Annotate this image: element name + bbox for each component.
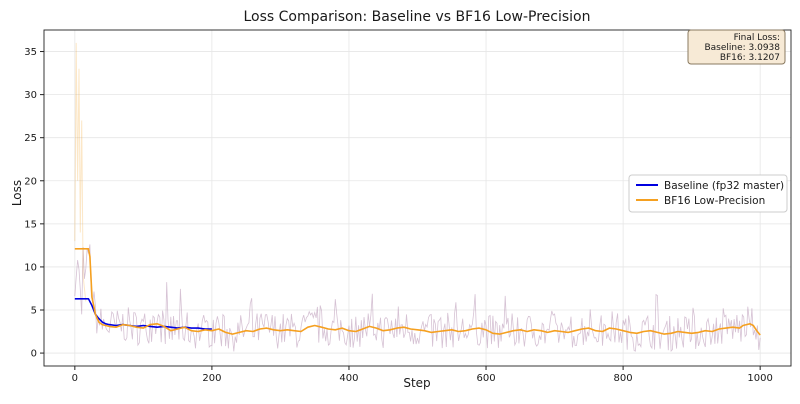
x-tick-label: 0 xyxy=(72,373,78,384)
annotation-box xyxy=(687,29,786,65)
bf16-series-line xyxy=(74,248,761,336)
legend: Baseline (fp32 master) BF16 Low-Precisio… xyxy=(628,174,788,213)
plot-frame xyxy=(43,29,792,367)
chart-title: Loss Comparison: Baseline vs BF16 Low-Pr… xyxy=(244,9,591,25)
y-tick-label: 35 xyxy=(24,47,37,58)
annotation-baseline: Baseline: 3.0938 xyxy=(704,43,780,53)
legend-box xyxy=(628,174,788,213)
annotation-title: Final Loss: xyxy=(734,33,780,43)
legend-label-bf16: BF16 Low-Precision xyxy=(664,195,765,207)
y-tick-label: 30 xyxy=(24,90,37,101)
x-tick-label: 400 xyxy=(339,373,358,384)
y-axis-label: Loss xyxy=(10,180,24,206)
legend-label-baseline: Baseline (fp32 master) xyxy=(664,180,784,192)
x-tick-label: 200 xyxy=(202,373,221,384)
y-tick-label: 20 xyxy=(24,176,37,187)
y-tick-label: 10 xyxy=(24,262,37,273)
y-tick-label: 0 xyxy=(31,349,37,360)
x-tick-label: 800 xyxy=(614,373,633,384)
y-tick-label: 5 xyxy=(31,306,37,317)
x-tick-label: 1000 xyxy=(747,373,772,384)
raw-loss-trace xyxy=(74,244,761,352)
final-loss-annotation: Final Loss: Baseline: 3.0938 BF16: 3.120… xyxy=(687,29,786,65)
x-tick-label: 600 xyxy=(476,373,495,384)
x-axis-label: Step xyxy=(403,376,430,390)
raw-bf16-spikes xyxy=(74,42,87,302)
annotation-bf16: BF16: 3.1207 xyxy=(720,53,780,63)
y-tick-label: 25 xyxy=(24,133,37,144)
y-tick-label: 15 xyxy=(24,219,37,230)
